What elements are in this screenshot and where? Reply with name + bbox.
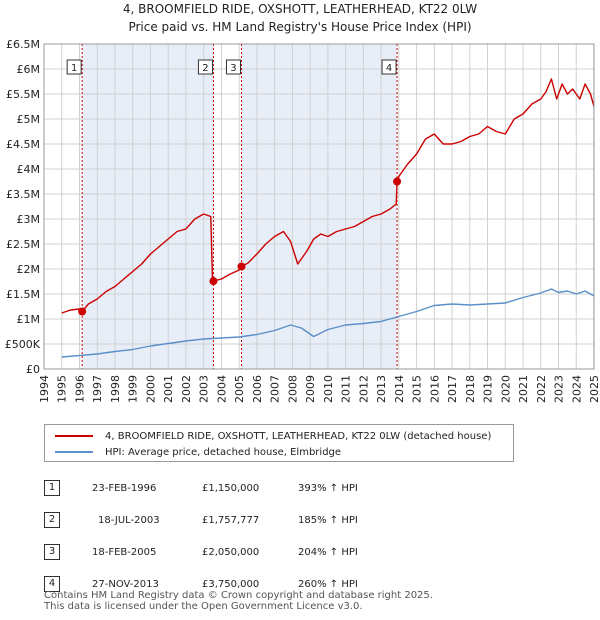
sale-hpi-change: 393% ↑ HPI	[298, 482, 358, 494]
sale-period-shade	[241, 44, 398, 369]
table-row: 3 18-FEB-2005 £2,050,000 204% ↑ HPI	[44, 536, 358, 568]
sale-number-badge: 4	[44, 576, 60, 592]
sale-hpi-change: 185% ↑ HPI	[298, 514, 358, 526]
x-tick-label: 2009	[304, 375, 317, 403]
x-tick-label: 2013	[375, 375, 388, 403]
sale-number-badge: 3	[44, 544, 60, 560]
sale-label-box	[381, 59, 397, 75]
y-tick-label: £2.5M	[6, 238, 40, 251]
sale-label-box	[66, 59, 82, 75]
x-tick-label: 2024	[570, 375, 583, 403]
y-tick-label: £1.5M	[6, 288, 40, 301]
y-tick-label: £6.5M	[6, 38, 40, 51]
x-tick-label: 2001	[162, 375, 175, 403]
x-tick-label: 1996	[73, 375, 86, 403]
series-line-property	[61, 78, 595, 314]
sale-label-number: 3	[230, 63, 236, 74]
sale-price: £3,750,000	[202, 578, 260, 590]
x-tick-label: 2003	[198, 375, 211, 403]
footer-copyright: Contains HM Land Registry data © Crown c…	[44, 590, 433, 601]
x-tick-label: 2021	[517, 375, 530, 403]
x-tick-label: 2010	[322, 375, 335, 403]
x-tick-label: 1995	[56, 375, 69, 403]
x-tick-label: 2007	[269, 375, 282, 403]
sale-label-box	[225, 59, 241, 75]
x-tick-label: 2020	[499, 375, 512, 403]
y-tick-label: £6M	[17, 63, 41, 76]
sale-price: £2,050,000	[202, 546, 260, 558]
sale-number-badge: 1	[44, 480, 60, 496]
transactions-table: 1 23-FEB-1996 £1,150,000 393% ↑ HPI 2 18…	[44, 472, 358, 600]
legend-item-hpi: HPI: Average price, detached house, Elmb…	[55, 444, 341, 460]
y-tick-label: £3M	[17, 213, 41, 226]
y-tick-label: £5M	[17, 113, 41, 126]
x-tick-label: 2004	[215, 375, 228, 403]
x-tick-label: 1999	[127, 375, 140, 403]
sale-label-number: 2	[202, 63, 208, 74]
x-tick-label: 2000	[144, 375, 157, 403]
sale-period-shade	[82, 44, 214, 369]
chart-title: 4, BROOMFIELD RIDE, OXSHOTT, LEATHERHEAD…	[122, 2, 478, 16]
x-tick-label: 1994	[38, 375, 51, 403]
y-tick-label: £5.5M	[6, 88, 40, 101]
sale-price: £1,757,777	[202, 514, 260, 526]
legend-label-property: 4, BROOMFIELD RIDE, OXSHOTT, LEATHERHEAD…	[105, 430, 492, 442]
x-tick-label: 2016	[428, 375, 441, 403]
x-tick-label: 2017	[446, 375, 459, 403]
table-row: 2 18-JUL-2003 £1,757,777 185% ↑ HPI	[44, 504, 358, 536]
y-tick-label: £2M	[17, 263, 41, 276]
legend-label-hpi: HPI: Average price, detached house, Elmb…	[105, 446, 342, 458]
sale-point	[78, 307, 87, 316]
x-tick-label: 1998	[109, 375, 122, 403]
y-tick-label: £0	[26, 363, 40, 376]
plot-border	[43, 43, 595, 370]
sale-price: £1,150,000	[202, 482, 260, 494]
legend-swatch-property	[55, 435, 93, 437]
y-tick-label: £3.5M	[6, 188, 40, 201]
x-tick-label: 2012	[357, 375, 370, 403]
sale-point	[237, 262, 246, 271]
y-tick-label: £4.5M	[6, 138, 40, 151]
x-tick-label: 2019	[482, 375, 495, 403]
y-tick-label: £4M	[17, 163, 41, 176]
x-tick-label: 2018	[464, 375, 477, 403]
y-tick-label: £500K	[5, 338, 41, 351]
x-tick-label: 2015	[411, 375, 424, 403]
x-tick-label: 2025	[588, 375, 600, 403]
sale-date: 23-FEB-1996	[92, 482, 157, 494]
sale-label-number: 1	[71, 63, 77, 74]
table-row: 4 27-NOV-2013 £3,750,000 260% ↑ HPI	[44, 568, 358, 600]
legend-item-property: 4, BROOMFIELD RIDE, OXSHOTT, LEATHERHEAD…	[55, 428, 491, 444]
sale-label-number: 4	[386, 63, 392, 74]
sale-label-box	[197, 59, 213, 75]
sale-date: 27-NOV-2013	[92, 578, 159, 590]
sale-hpi-change: 204% ↑ HPI	[298, 546, 358, 558]
price-chart: £0 £500K £1M £1.5M £2M £2.5M £3M £3.5M £4M £4.5M £…	[5, 38, 600, 403]
x-tick-label: 2014	[393, 375, 406, 403]
legend-swatch-hpi	[55, 451, 93, 453]
x-tick-label: 2005	[233, 375, 246, 403]
series-line-hpi	[61, 288, 595, 358]
y-tick-label: £1M	[17, 313, 41, 326]
footer-licence: This data is licensed under the Open Gov…	[44, 601, 363, 612]
footer: Contains HM Land Registry data © Crown c…	[44, 590, 433, 612]
x-tick-label: 2023	[553, 375, 566, 403]
x-tick-label: 2006	[251, 375, 264, 403]
sale-point	[393, 177, 402, 186]
table-row: 1 23-FEB-1996 £1,150,000 393% ↑ HPI	[44, 472, 358, 504]
x-tick-label: 1997	[91, 375, 104, 403]
sale-number-badge: 2	[44, 512, 60, 528]
sale-point	[209, 277, 218, 286]
legend: 4, BROOMFIELD RIDE, OXSHOTT, LEATHERHEAD…	[44, 424, 514, 462]
chart-subtitle: Price paid vs. HM Land Registry's House …	[128, 20, 472, 34]
x-tick-label: 2011	[340, 375, 353, 403]
sale-date: 18-JUL-2003	[98, 514, 160, 526]
x-tick-label: 2008	[286, 375, 299, 403]
sale-date: 18-FEB-2005	[92, 546, 157, 558]
x-tick-label: 2022	[535, 375, 548, 403]
sale-hpi-change: 260% ↑ HPI	[298, 578, 358, 590]
x-tick-label: 2002	[180, 375, 193, 403]
